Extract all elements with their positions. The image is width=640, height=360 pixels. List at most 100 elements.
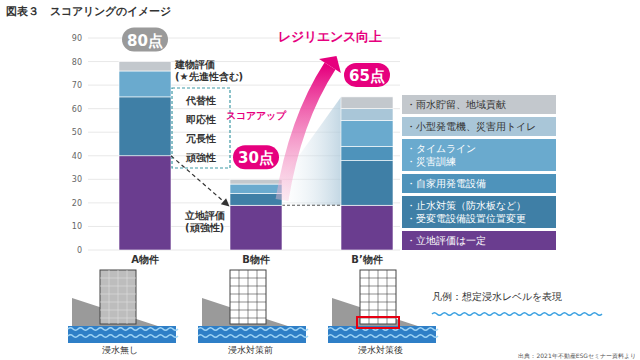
wave bbox=[198, 328, 308, 331]
legend-box bbox=[402, 196, 556, 228]
legend-box bbox=[402, 139, 556, 171]
column-line bbox=[369, 270, 370, 324]
legend-line: ・自家用発電設備 bbox=[406, 178, 486, 189]
bar-segment bbox=[230, 205, 282, 250]
column-line bbox=[387, 270, 388, 324]
bars bbox=[119, 62, 393, 250]
bar-segment bbox=[230, 193, 282, 205]
source: 出典：2021年不動産ESGセミナー資料より bbox=[518, 352, 636, 360]
legend-box bbox=[402, 95, 556, 114]
bar-segment bbox=[230, 179, 282, 184]
dashed-arrow bbox=[171, 156, 228, 205]
building bbox=[360, 270, 396, 324]
legend-line: ・受変電設備設置位置変更 bbox=[406, 213, 526, 224]
column-line bbox=[239, 270, 240, 324]
tick-label: 50 bbox=[72, 128, 82, 137]
category-label: A物件 bbox=[131, 254, 159, 265]
wave bbox=[68, 335, 178, 338]
score-arrow-head bbox=[319, 56, 341, 73]
bar-segment bbox=[119, 62, 171, 71]
tick-label: 20 bbox=[72, 199, 82, 208]
title-rule bbox=[0, 21, 640, 23]
annotation: 頑強性 bbox=[185, 152, 216, 163]
legend-line: ・立地評価は一定 bbox=[406, 235, 486, 246]
caption: 浸水対策前 bbox=[228, 345, 273, 355]
column-line bbox=[378, 270, 379, 324]
annotation: (頑強性) bbox=[185, 222, 224, 233]
tick-label: 30 bbox=[72, 175, 82, 184]
bar-segment bbox=[341, 109, 393, 121]
legend-label: ・止水対策（防水板など） ・受変電設備設置位置変更 bbox=[406, 200, 526, 224]
annotation: 代替性 bbox=[185, 95, 216, 106]
annotation: 建物評価 bbox=[174, 59, 215, 70]
legend-box bbox=[402, 117, 556, 136]
legend-line: ・タイムライン bbox=[406, 143, 476, 154]
caption: 浸水無し bbox=[102, 345, 138, 355]
legend-box bbox=[402, 231, 556, 250]
flood-barrier bbox=[357, 317, 399, 328]
title: 図表３ スコアリングのイメージ bbox=[6, 5, 171, 18]
annotation: 即応性 bbox=[186, 114, 216, 125]
illustration bbox=[198, 270, 308, 343]
building bbox=[230, 270, 266, 324]
score-arrow bbox=[282, 66, 330, 200]
tick-label: 10 bbox=[72, 222, 82, 231]
illustration-legend: 凡例：想定浸水レベルを表現 bbox=[432, 291, 562, 302]
legend-label: ・立地評価は一定 bbox=[406, 235, 486, 246]
legend-label: ・雨水貯留、地域貢献 bbox=[406, 99, 506, 110]
total-label: 65点 bbox=[349, 67, 385, 85]
tick-label: 70 bbox=[72, 81, 82, 90]
arrow-head bbox=[221, 198, 230, 206]
level-line bbox=[282, 205, 341, 206]
building bbox=[100, 270, 136, 324]
tick-label: 0 bbox=[77, 246, 82, 255]
column-line bbox=[109, 270, 110, 324]
category-label: B’物件 bbox=[351, 254, 382, 265]
bar-segment bbox=[341, 120, 393, 146]
bar-segment bbox=[230, 184, 282, 193]
items-box bbox=[172, 88, 230, 168]
wave bbox=[432, 313, 602, 316]
page: {"chart_data": { "type": "bar", "stacked… bbox=[0, 0, 640, 360]
legend-line: ・雨水貯留、地域貢献 bbox=[406, 99, 506, 110]
wave bbox=[68, 328, 178, 331]
column-line bbox=[118, 270, 119, 324]
legend-label: ・小型発電機、災害用トイレ bbox=[406, 121, 536, 132]
legend-line: ・止水対策（防水板など） bbox=[406, 200, 526, 211]
annotation: スコアアップ bbox=[226, 110, 287, 121]
tick-label: 80 bbox=[72, 58, 82, 67]
total-badge bbox=[233, 145, 279, 169]
illustration bbox=[68, 270, 178, 343]
caption: 浸水対策後 bbox=[358, 345, 403, 355]
chart: 図表３ スコアリングのイメージ 0 10 20 30 40 50 60 70 80 90 A物件 B物件… bbox=[0, 0, 640, 360]
bar-segment bbox=[341, 205, 393, 250]
tick-label: 40 bbox=[72, 152, 82, 161]
bar-segment bbox=[341, 160, 393, 205]
total-label: 30点 bbox=[238, 149, 274, 167]
bar-segment bbox=[341, 97, 393, 109]
annotation: 立地評価 bbox=[184, 210, 225, 221]
bar-segment bbox=[341, 146, 393, 160]
annotation: 冗長性 bbox=[185, 133, 216, 144]
legend-label: ・自家用発電設備 bbox=[406, 178, 486, 189]
tick-label: 90 bbox=[72, 34, 82, 43]
bar-segment bbox=[119, 97, 171, 156]
bar-segment bbox=[119, 71, 171, 97]
legend-label: ・タイムライン・災害訓練 bbox=[406, 143, 476, 167]
legend-line: ・災害訓練 bbox=[406, 156, 456, 167]
annotation: (★先進性含む) bbox=[175, 71, 243, 82]
column-line bbox=[257, 270, 258, 324]
annotation: レジリエンス向上 bbox=[278, 29, 382, 44]
illustration bbox=[328, 270, 438, 343]
total-badge bbox=[344, 63, 390, 87]
column-line bbox=[127, 270, 128, 324]
wave bbox=[198, 335, 308, 338]
category-label: B物件 bbox=[242, 254, 270, 265]
total-label: 80点 bbox=[127, 32, 163, 50]
column-line bbox=[248, 270, 249, 324]
legend-line: ・小型発電機、災害用トイレ bbox=[406, 121, 536, 132]
total-badge bbox=[122, 28, 168, 52]
tick-label: 60 bbox=[72, 105, 82, 114]
bar-segment bbox=[119, 156, 171, 250]
wave bbox=[328, 335, 438, 338]
